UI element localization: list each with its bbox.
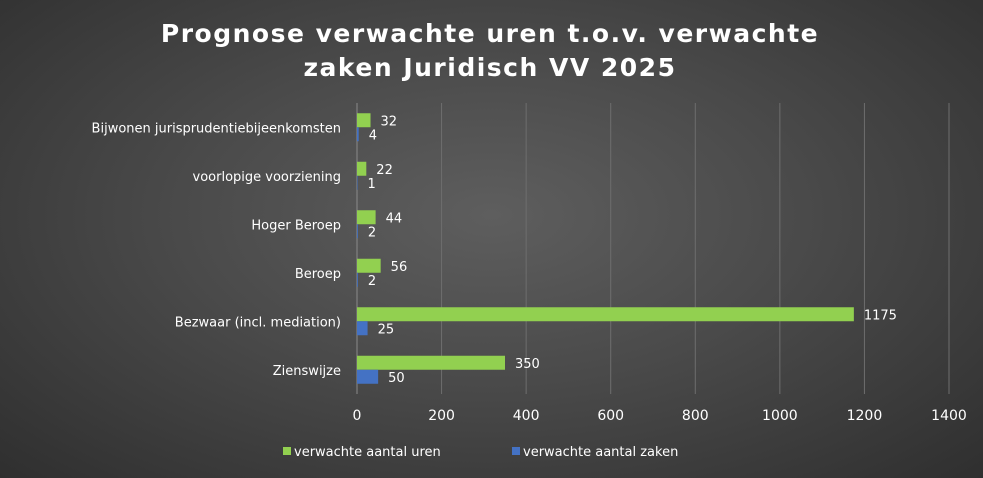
legend-swatch [512, 447, 520, 455]
chart-title-line-1: Prognose verwachte uren t.o.v. verwachte [161, 19, 819, 48]
data-label: 1 [368, 177, 376, 192]
category-label: Bijwonen jurisprudentiebijeenkomsten [92, 121, 341, 136]
bars [357, 113, 854, 384]
x-tick-label: 1200 [847, 408, 883, 424]
bar-zaken [357, 224, 358, 239]
category-label: Beroep [295, 267, 341, 282]
data-label: 32 [381, 114, 398, 129]
data-label: 1175 [864, 308, 897, 323]
bar-uren [357, 307, 854, 322]
category-label: Zienswijze [273, 364, 341, 379]
bar-zaken [357, 321, 368, 336]
x-tick-label: 1400 [931, 408, 967, 424]
category-label: Hoger Beroep [251, 218, 341, 233]
legend-label: verwachte aantal uren [294, 445, 441, 460]
category-label: Bezwaar (incl. mediation) [175, 315, 341, 330]
legend-label: verwachte aantal zaken [523, 445, 678, 460]
bar-uren [357, 161, 367, 176]
x-tick-label: 600 [597, 408, 624, 424]
x-tick-label: 200 [428, 408, 455, 424]
data-label: 350 [515, 357, 540, 372]
x-tick-label: 800 [682, 408, 709, 424]
gridlines [356, 103, 950, 394]
data-label: 4 [369, 128, 377, 143]
chart-title-line-2: zaken Juridisch VV 2025 [304, 53, 677, 82]
x-axis-ticks: 0 200 400 600 800 1000 1200 1400 [353, 408, 967, 424]
bar-zaken [357, 175, 358, 190]
x-tick-label: 0 [353, 408, 362, 424]
data-label: 50 [388, 371, 405, 386]
data-label: 56 [391, 260, 408, 275]
legend: verwachte aantal uren verwachte aantal za… [283, 445, 678, 460]
bar-uren [357, 113, 371, 128]
x-tick-label: 400 [513, 408, 540, 424]
bar-uren [357, 210, 376, 225]
data-label: 44 [386, 211, 403, 226]
bar-uren [357, 355, 505, 370]
category-label: voorlopige voorziening [193, 170, 341, 185]
bar-uren [357, 258, 381, 273]
data-label: 2 [368, 274, 376, 289]
bar-zaken [357, 272, 358, 287]
legend-swatch [283, 447, 291, 455]
data-label: 2 [368, 225, 376, 240]
data-label: 22 [376, 163, 393, 178]
bar-zaken [357, 127, 359, 142]
data-label: 25 [378, 322, 395, 337]
y-axis-categories: Zienswijze Bezwaar (incl. mediation) Beroe… [92, 121, 341, 379]
bar-zaken [357, 369, 379, 384]
x-tick-label: 1000 [762, 408, 798, 424]
